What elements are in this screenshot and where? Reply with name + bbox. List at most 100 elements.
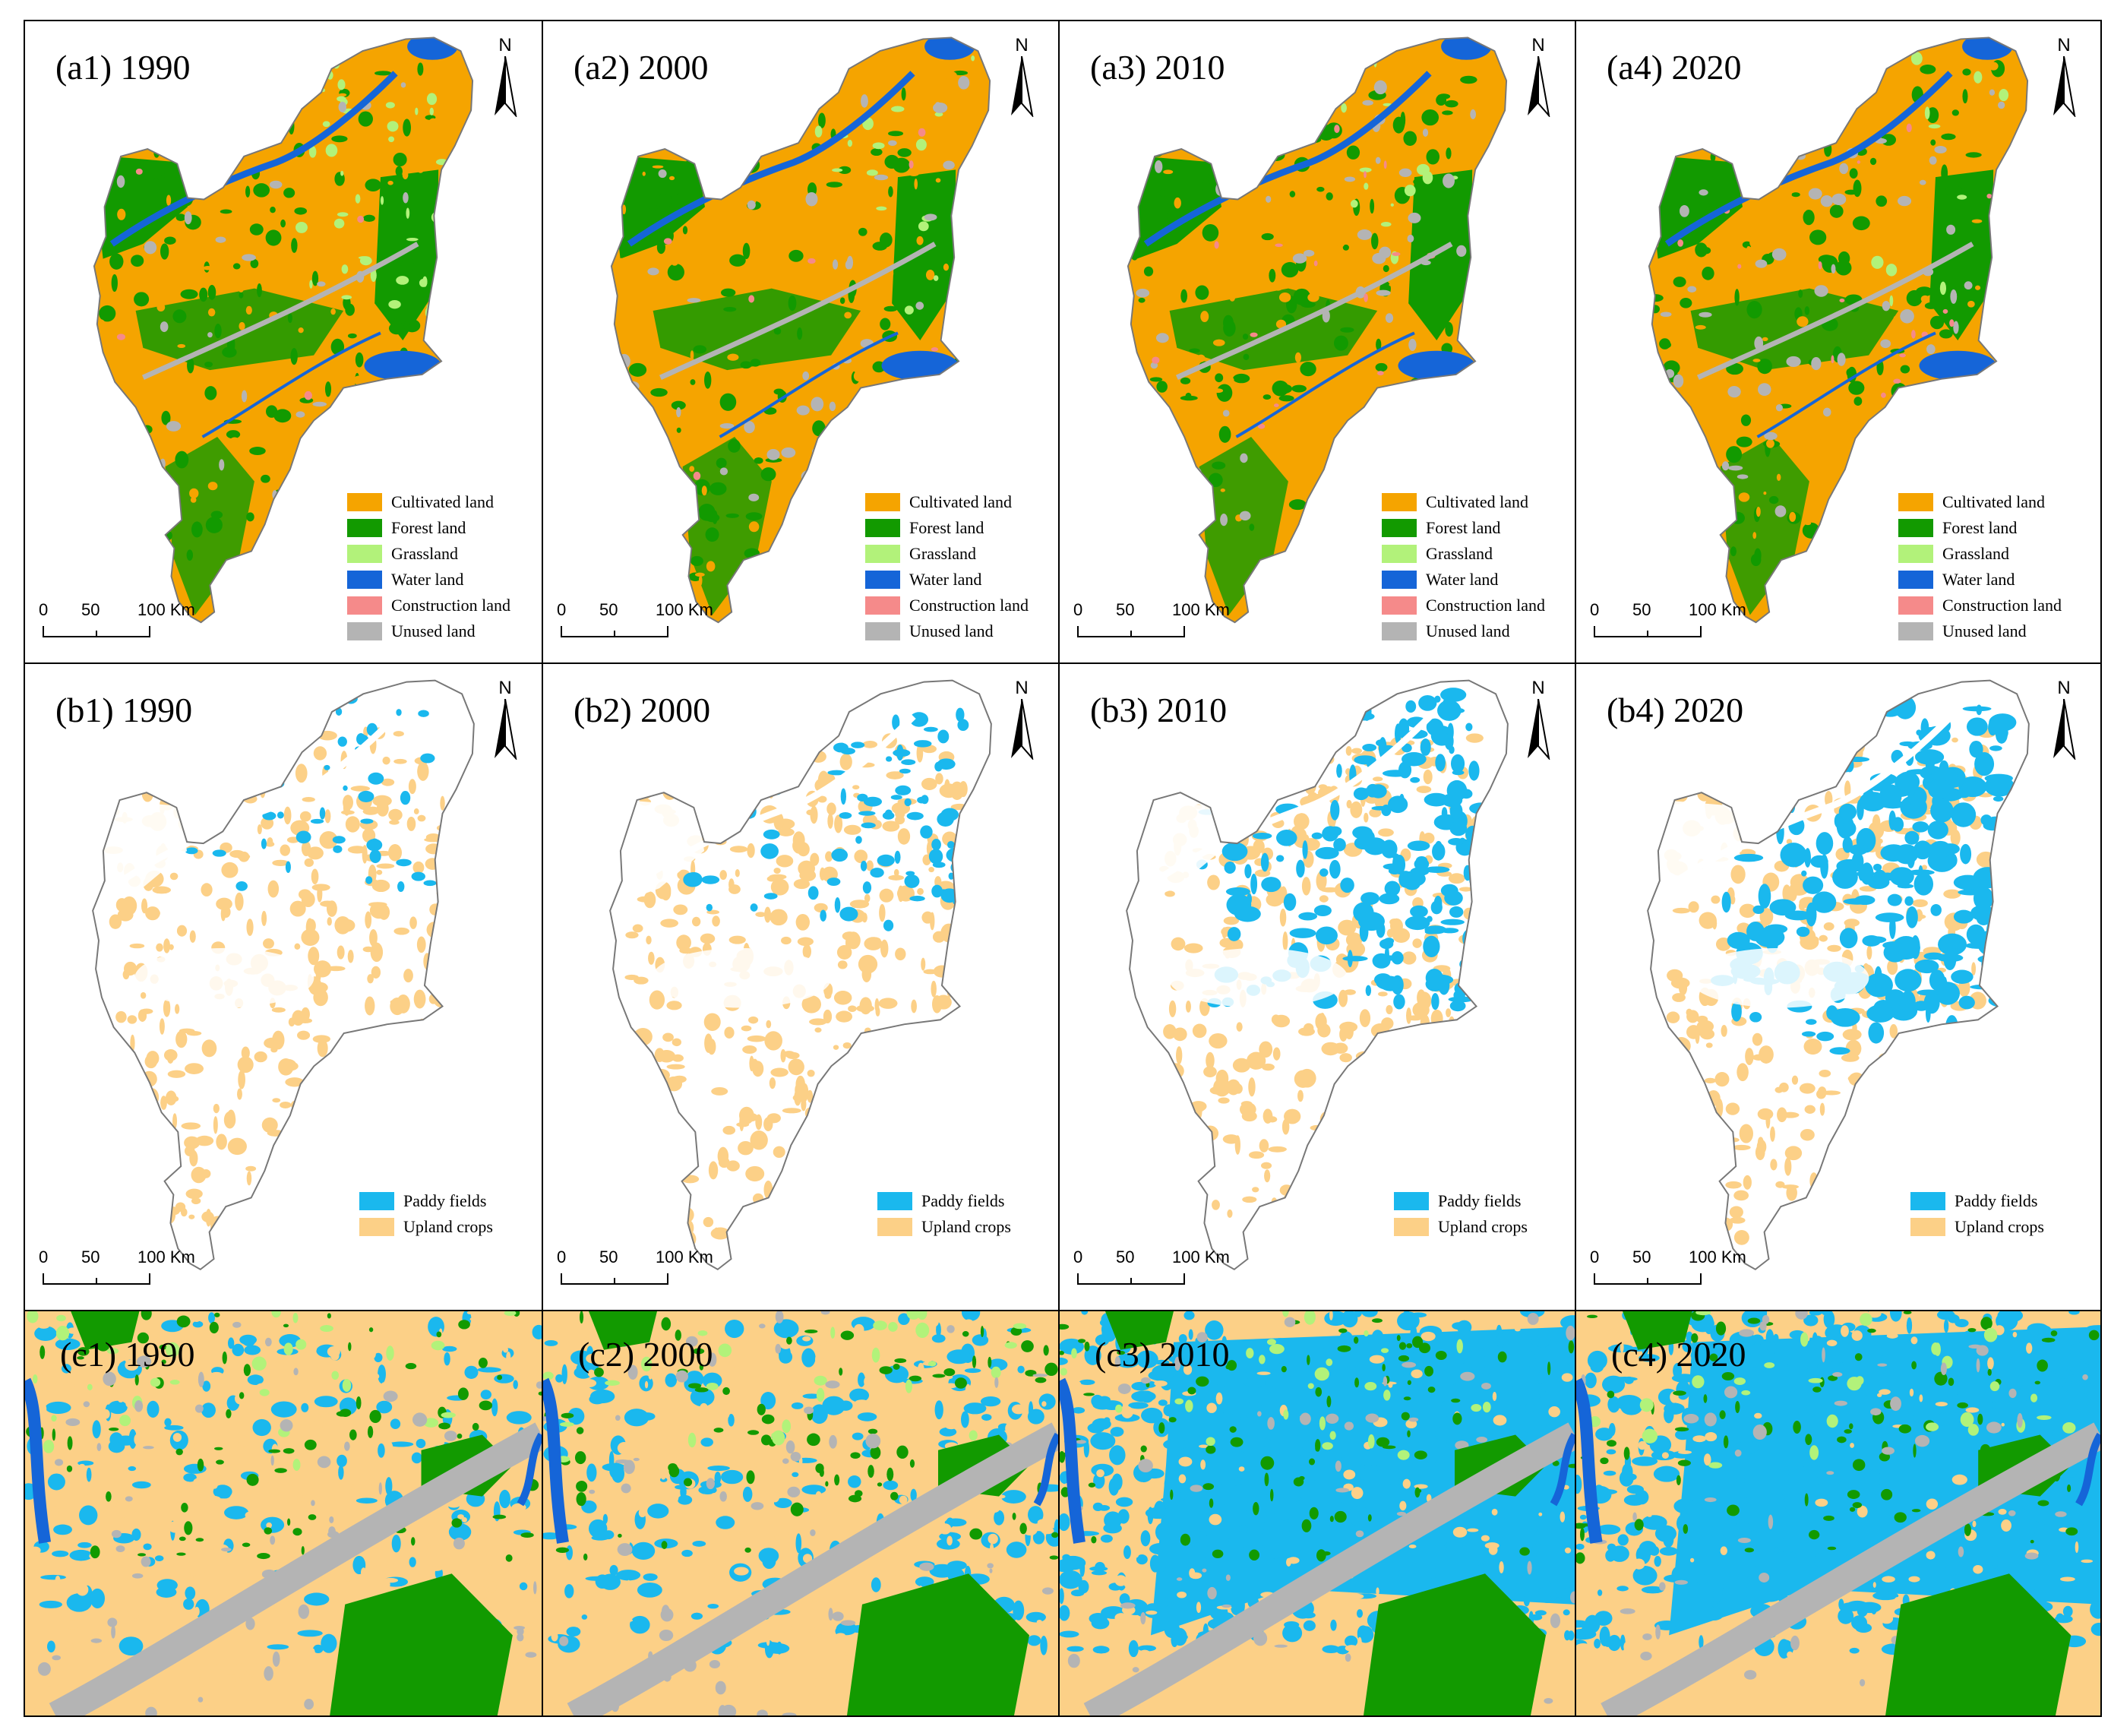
paddy-field-patch — [609, 1564, 618, 1576]
forest-patch — [1740, 414, 1752, 426]
paddy-field-patch — [1405, 700, 1417, 713]
upland-crop-patch — [647, 739, 663, 751]
paddy-field-patch — [45, 1401, 71, 1415]
paddy-field-patch — [701, 875, 720, 884]
upland-crop-patch — [131, 1181, 143, 1191]
grassland-patch — [814, 125, 823, 138]
forest-patch — [492, 1514, 507, 1519]
upland-crop-patch — [340, 1180, 354, 1188]
upland-crop-patch — [108, 1362, 119, 1368]
upland-crop-patch — [242, 1700, 255, 1712]
upland-crop-patch — [809, 1184, 820, 1194]
unused-land-patch — [96, 1443, 102, 1452]
upland-crop-patch — [1332, 1177, 1338, 1194]
unused-land-patch — [1327, 470, 1332, 480]
forest-patch — [318, 441, 328, 455]
upland-crop-patch — [773, 868, 781, 874]
paddy-field-patch — [1229, 1450, 1247, 1465]
paddy-field-patch — [34, 1326, 57, 1341]
construction-land-patch — [923, 419, 931, 426]
basin-boundary — [92, 679, 475, 1271]
grassland-patch — [457, 150, 465, 157]
upland-crop-patch — [129, 943, 145, 949]
paddy-field-patch — [1468, 912, 1486, 927]
upland-crop-patch — [123, 961, 137, 976]
upland-crop-patch — [1320, 887, 1339, 893]
upland-crop-patch — [733, 1434, 739, 1442]
forest-patch — [1228, 190, 1240, 195]
forest-patch — [1354, 1377, 1360, 1388]
forest-patch — [1819, 561, 1828, 568]
upland-crop-patch — [788, 1390, 801, 1396]
unused-land-patch — [221, 1548, 232, 1552]
cultivated-patch — [1739, 229, 1749, 240]
forest-patch — [1180, 395, 1198, 401]
upland-crop-patch — [666, 1064, 685, 1070]
grassland-patch — [359, 256, 372, 266]
forest-patch — [67, 1436, 73, 1450]
unused-land-patch — [1114, 1356, 1120, 1368]
forest-patch — [773, 388, 785, 395]
forest-patch — [390, 394, 406, 408]
paddy-field-patch — [147, 1400, 160, 1418]
upland-crop-patch — [95, 1500, 106, 1513]
forest-patch — [1261, 232, 1274, 241]
forest-patch — [754, 94, 768, 103]
paddy-field-patch — [1060, 1605, 1070, 1621]
legend-item: Cultivated land — [865, 489, 1029, 515]
cultivated-patch — [668, 476, 676, 481]
paddy-field-patch — [690, 1612, 703, 1620]
forest-patch — [1138, 418, 1153, 431]
forest-patch — [634, 535, 646, 550]
upland-crop-patch — [247, 731, 267, 745]
forest-patch — [367, 1425, 374, 1438]
paddy-field-patch — [1509, 1380, 1531, 1387]
cultivated-patch — [321, 539, 328, 549]
upland-crop-patch — [771, 1195, 785, 1209]
forest-patch — [292, 1528, 302, 1536]
paddy-field-patch — [1119, 1593, 1130, 1605]
forest-patch — [740, 361, 752, 369]
grassland-patch — [782, 1419, 792, 1434]
upland-crop-patch — [737, 1443, 747, 1453]
upland-crop-patch — [866, 860, 874, 871]
forest-patch — [436, 1331, 442, 1338]
upland-crop-patch — [280, 844, 291, 856]
panel-label: (a1) 1990 — [55, 48, 191, 87]
upland-crop-patch — [706, 762, 725, 782]
land-use-map-panel: (a4) 2020 N 0 50 100 Km Cultivated land F… — [1575, 20, 2102, 664]
paddy-field-patch — [763, 893, 778, 900]
forest-patch — [848, 511, 866, 520]
upland-crop-patch — [141, 1070, 157, 1087]
grassland-patch — [271, 1311, 281, 1318]
upland-crop-patch — [321, 1174, 334, 1191]
forest-patch — [137, 1553, 147, 1557]
paddy-field-patch — [1115, 1353, 1140, 1368]
upland-crop-patch — [1351, 1487, 1364, 1500]
forest-patch — [457, 1433, 463, 1439]
grassland-patch — [325, 144, 338, 157]
forest-patch — [1916, 286, 1933, 297]
forest-patch — [419, 406, 433, 419]
grassland-patch — [1924, 106, 1930, 120]
unused-land-patch — [840, 1620, 856, 1626]
forest-patch — [400, 257, 414, 274]
upland-crop-patch — [310, 1327, 317, 1340]
upland-crop-patch — [466, 1311, 474, 1314]
paddy-field-patch — [1237, 821, 1251, 837]
upland-crop-patch — [141, 898, 148, 914]
cultivated-patch — [1762, 106, 1771, 112]
cultivated-patch — [640, 409, 644, 419]
forest-patch — [712, 510, 718, 524]
forest-patch — [327, 1313, 331, 1319]
upland-crop-patch — [1446, 1008, 1452, 1017]
forest-patch — [654, 118, 659, 132]
legend-swatch — [865, 493, 900, 511]
upland-crop-patch — [440, 795, 445, 811]
upland-crop-patch — [1389, 1156, 1396, 1165]
forest-patch — [1421, 109, 1439, 126]
cultivated-patch — [123, 490, 134, 501]
forest-patch — [576, 1481, 588, 1492]
upland-crop-patch — [888, 874, 905, 881]
forest-patch — [839, 1368, 843, 1376]
